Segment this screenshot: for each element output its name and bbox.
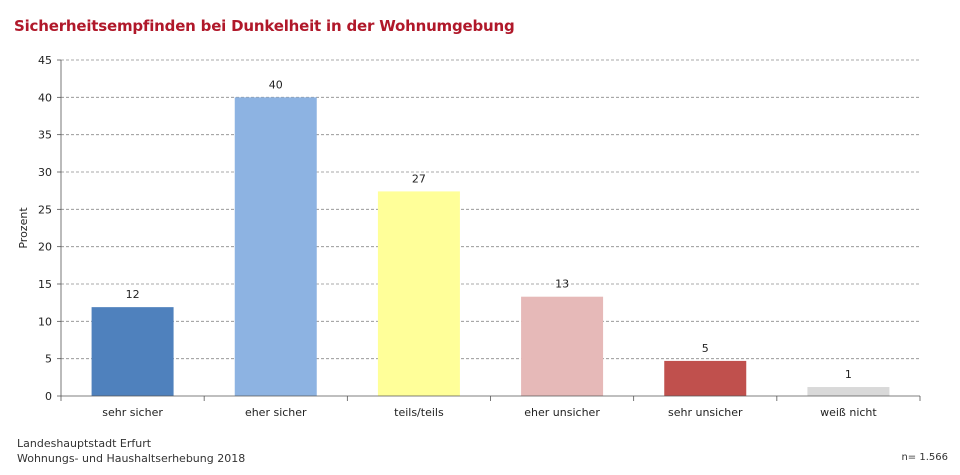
bar-teils-teils [377, 191, 460, 396]
data-label: 1 [845, 368, 852, 381]
data-label: 27 [412, 172, 426, 185]
y-tick-label: 40 [38, 91, 52, 104]
y-tick-label: 30 [38, 166, 52, 179]
y-axis-label: Prozent [17, 207, 30, 249]
x-tick-label: eher sicher [245, 406, 307, 419]
y-tick-label: 15 [38, 278, 52, 291]
y-tick-label: 5 [45, 353, 52, 366]
data-label: 40 [269, 78, 283, 91]
x-tick-label: eher unsicher [524, 406, 600, 419]
y-tick-label: 35 [38, 129, 52, 142]
chart-title: Sicherheitsempfinden bei Dunkelheit in d… [14, 17, 515, 35]
bar-sehr-sicher [91, 307, 174, 396]
source-note: Landeshauptstadt Erfurt Wohnungs- und Ha… [17, 436, 245, 466]
y-tick-label: 20 [38, 241, 52, 254]
y-tick-label: 25 [38, 203, 52, 216]
x-axis-ticks: sehr sicher eher sicher teils/teils eher un… [60, 396, 921, 419]
bar-eher-sicher [234, 97, 317, 396]
bar-sehr-unsicher [664, 360, 747, 396]
y-tick-label: 0 [45, 390, 52, 403]
bars [91, 97, 890, 396]
axes [60, 60, 920, 397]
data-label: 12 [126, 288, 140, 301]
grid-lines [61, 59, 920, 360]
data-label: 5 [702, 342, 709, 355]
y-axis-ticks: 0 5 10 15 20 25 30 35 40 45 [38, 54, 61, 403]
source-line-2: Wohnungs- und Haushaltserhebung 2018 [17, 452, 246, 465]
sample-size: n= 1.566 [901, 452, 948, 463]
source-line-1: Landeshauptstadt Erfurt [17, 437, 152, 450]
data-labels: 12 40 27 13 5 1 [126, 78, 852, 381]
bar-eher-unsicher [521, 296, 604, 396]
bar-wei-nicht [807, 387, 890, 396]
x-tick-label: weiß nicht [820, 406, 877, 419]
bar-chart: 12 40 27 13 5 1 0 5 10 15 20 25 30 35 40 45 sehr siche… [17, 54, 921, 419]
x-tick-label: sehr sicher [102, 406, 163, 419]
y-tick-label: 10 [38, 315, 52, 328]
x-tick-label: sehr unsicher [668, 406, 743, 419]
y-tick-label: 45 [38, 54, 52, 67]
x-tick-label: teils/teils [394, 406, 444, 419]
data-label: 13 [555, 278, 569, 291]
